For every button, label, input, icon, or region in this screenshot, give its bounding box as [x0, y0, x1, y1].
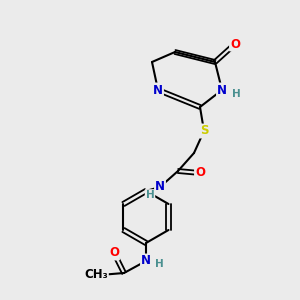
Text: N: N: [217, 83, 227, 97]
Text: H: H: [154, 259, 164, 269]
Text: N: N: [155, 181, 165, 194]
Text: CH₃: CH₃: [84, 268, 108, 281]
Text: H: H: [232, 89, 240, 99]
Text: O: O: [195, 167, 205, 179]
Text: O: O: [230, 38, 240, 50]
Text: N: N: [153, 83, 163, 97]
Text: H: H: [146, 190, 154, 200]
Text: N: N: [141, 254, 151, 268]
Text: S: S: [200, 124, 208, 137]
Text: O: O: [109, 247, 119, 260]
